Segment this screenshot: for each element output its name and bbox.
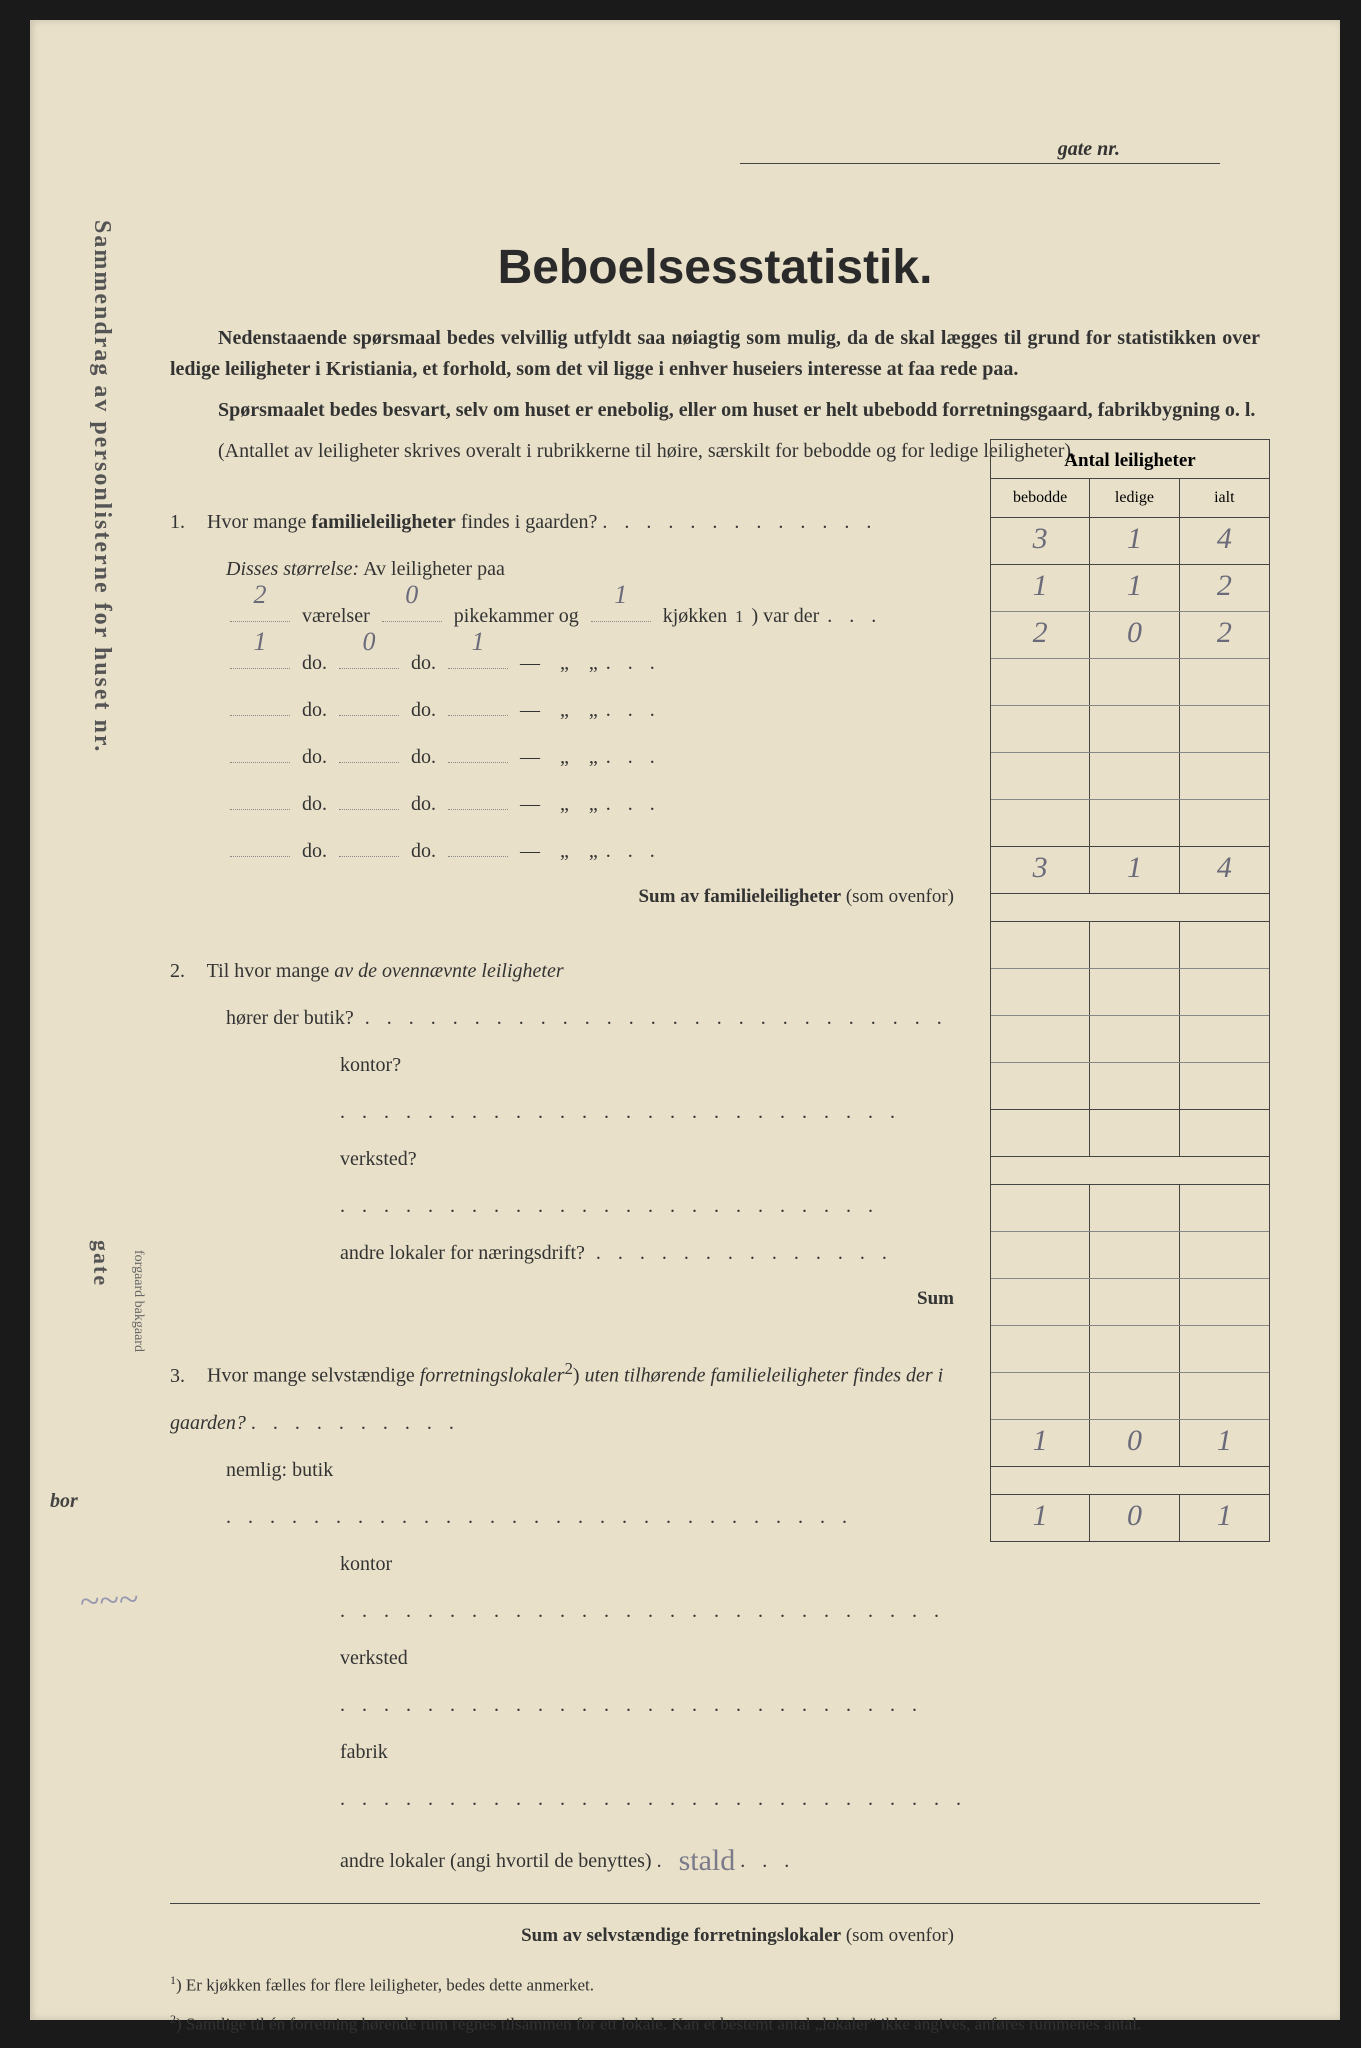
table-row	[991, 706, 1269, 753]
divider	[170, 1903, 1260, 1904]
gate-nr-label: gate nr.	[1058, 138, 1120, 160]
table-row	[991, 1326, 1269, 1373]
table-row: 3 1 4	[991, 518, 1269, 565]
table-row	[991, 1016, 1269, 1063]
col-ialt: ialt	[1180, 479, 1269, 517]
table-row	[991, 1232, 1269, 1279]
table-row: 1 1 2	[991, 565, 1269, 612]
sum-line-3: Sum av selvstændige forretningslokaler (…	[170, 1914, 960, 1959]
page-title: Beboelsesstatistik.	[170, 240, 1260, 295]
footnote-2: 2) Samtlige til én forretning hørende ru…	[170, 2010, 1260, 2037]
table-sum-row: 1 0 1	[991, 1495, 1269, 1542]
table-header-row: bebodde ledige ialt	[991, 479, 1269, 518]
table-row	[991, 922, 1269, 969]
table-row	[991, 753, 1269, 800]
table-sum-row: 3 1 4	[991, 847, 1269, 894]
table-row	[991, 1279, 1269, 1326]
table-row	[991, 800, 1269, 847]
table-row	[991, 969, 1269, 1016]
data-table: Antal leiligheter bebodde ledige ialt 3 …	[990, 439, 1270, 1542]
sidebar-bor: bor	[50, 1490, 78, 1513]
sidebar-gate-label: gate	[88, 1240, 114, 1287]
table-row	[991, 1373, 1269, 1420]
content-area: Antal leiligheter bebodde ledige ialt 3 …	[170, 499, 1260, 2037]
sum-line-1: Sum av familieleiligheter (som ovenfor)	[170, 875, 960, 920]
table-row	[991, 659, 1269, 706]
table-row	[991, 1063, 1269, 1110]
col-ledige: ledige	[1090, 479, 1179, 517]
sidebar-forgaard: forgaard bakgaard	[130, 1250, 146, 1352]
sidebar-vertical-text: Sammendrag av personlisterne for huset n…	[88, 220, 115, 753]
table-sum-row	[991, 1110, 1269, 1157]
document-page: gate nr. Sammendrag av personlisterne fo…	[30, 20, 1340, 2020]
intro-paragraph-2: Spørsmaalet bedes besvart, selv om huset…	[170, 395, 1260, 426]
footnote-1: 1) Er kjøkken fælles for flere leilighet…	[170, 1971, 1260, 1998]
sum-line-2: Sum	[170, 1277, 960, 1322]
table-row: 1 0 1	[991, 1420, 1269, 1467]
col-bebodde: bebodde	[991, 479, 1090, 517]
gate-nr-field: gate nr.	[740, 140, 1220, 164]
pencil-scribble: ~~~	[79, 1577, 140, 1622]
table-row: 2 0 2	[991, 612, 1269, 659]
table-title: Antal leiligheter	[991, 440, 1269, 479]
intro-paragraph-1: Nedenstaaende spørsmaal bedes velvillig …	[170, 323, 1260, 385]
table-row	[991, 1185, 1269, 1232]
